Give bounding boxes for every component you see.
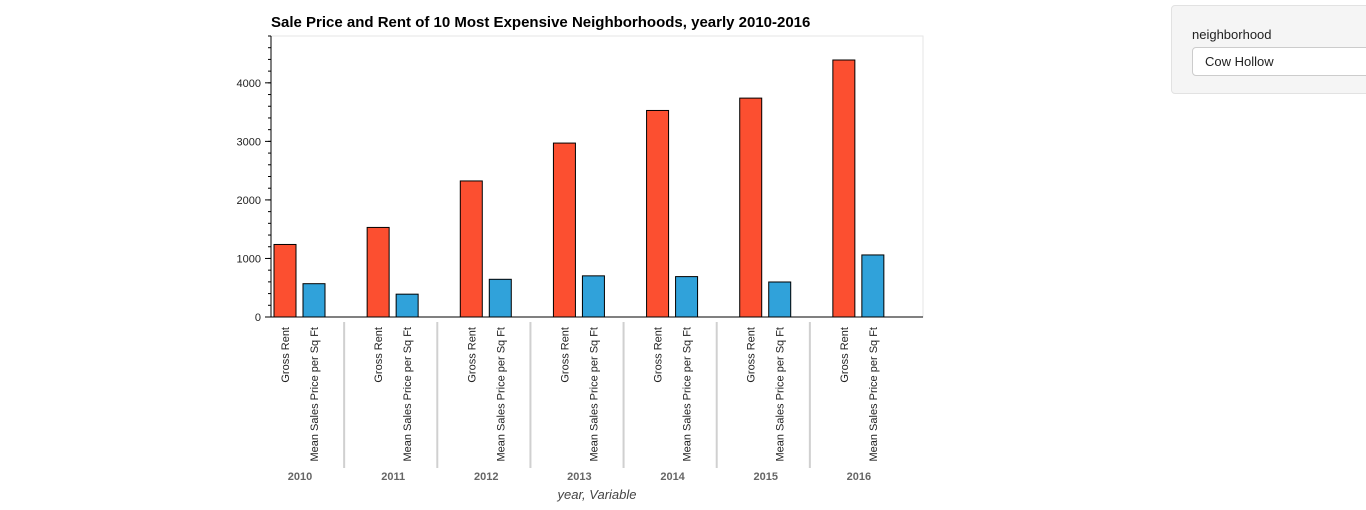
x-series-label: Mean Sales Price per Sq Ft bbox=[495, 327, 507, 462]
x-series-label: Gross Rent bbox=[559, 327, 571, 383]
chart-title: Sale Price and Rent of 10 Most Expensive… bbox=[271, 14, 810, 31]
x-series-label: Mean Sales Price per Sq Ft bbox=[309, 327, 321, 462]
chart: Sale Price and Rent of 10 Most Expensive… bbox=[237, 14, 924, 502]
bar-2014-sales-price bbox=[675, 276, 699, 318]
bar-2012-gross-rent bbox=[459, 180, 483, 318]
bar-2011-gross-rent bbox=[366, 226, 390, 318]
x-series-label: Mean Sales Price per Sq Ft bbox=[868, 327, 880, 462]
x-series-label: Mean Sales Price per Sq Ft bbox=[588, 327, 600, 462]
x-series-label: Gross Rent bbox=[839, 327, 851, 383]
x-axis-labels: Gross Rent Mean Sales Price per Sq Ft 2010… bbox=[280, 327, 880, 483]
bar-2011-sales-price bbox=[395, 293, 419, 318]
group-separators bbox=[343, 322, 811, 468]
bar-2013-sales-price bbox=[581, 275, 605, 318]
x-category-label: 2015 bbox=[753, 471, 777, 483]
bar-2016-gross-rent bbox=[832, 59, 856, 318]
y-tick-label: 0 bbox=[255, 312, 261, 324]
x-category-label: 2011 bbox=[381, 471, 405, 483]
bar-2016-sales-price bbox=[861, 254, 885, 318]
bar-2015-gross-rent bbox=[739, 97, 763, 318]
neighborhood-select[interactable]: Cow Hollow bbox=[1192, 47, 1366, 76]
x-series-label: Gross Rent bbox=[280, 327, 292, 383]
neighborhood-label: neighborhood bbox=[1192, 27, 1272, 42]
x-category-label: 2013 bbox=[567, 471, 591, 483]
x-category-label: 2010 bbox=[288, 471, 312, 483]
x-series-label: Gross Rent bbox=[746, 327, 758, 383]
bar-2015-sales-price bbox=[768, 281, 792, 318]
x-category-label: 2012 bbox=[474, 471, 498, 483]
neighborhood-select-value: Cow Hollow bbox=[1205, 54, 1274, 69]
x-series-label: Mean Sales Price per Sq Ft bbox=[402, 327, 414, 462]
bar-2013-gross-rent bbox=[552, 142, 576, 318]
x-series-label: Gross Rent bbox=[373, 327, 385, 383]
bar-2014-gross-rent bbox=[646, 109, 670, 318]
x-category-label: 2016 bbox=[847, 471, 871, 483]
bar-2010-sales-price bbox=[302, 283, 326, 318]
y-axis: 0 1000 2000 3000 4000 bbox=[237, 35, 923, 324]
bar-2012-sales-price bbox=[488, 278, 512, 318]
x-category-label: 2014 bbox=[660, 471, 685, 483]
x-series-label: Gross Rent bbox=[466, 327, 478, 383]
x-series-label: Mean Sales Price per Sq Ft bbox=[775, 327, 787, 462]
x-series-label: Gross Rent bbox=[653, 327, 665, 383]
x-axis-label: year, Variable bbox=[556, 487, 636, 502]
y-tick-label: 1000 bbox=[237, 253, 261, 265]
bars bbox=[273, 59, 885, 318]
y-tick-label: 4000 bbox=[237, 78, 261, 90]
bar-2010-gross-rent bbox=[273, 243, 297, 318]
x-series-label: Mean Sales Price per Sq Ft bbox=[682, 327, 694, 462]
y-tick-label: 2000 bbox=[237, 195, 261, 207]
widget-panel: neighborhood Cow Hollow bbox=[1171, 5, 1366, 94]
y-tick-label: 3000 bbox=[237, 136, 261, 148]
